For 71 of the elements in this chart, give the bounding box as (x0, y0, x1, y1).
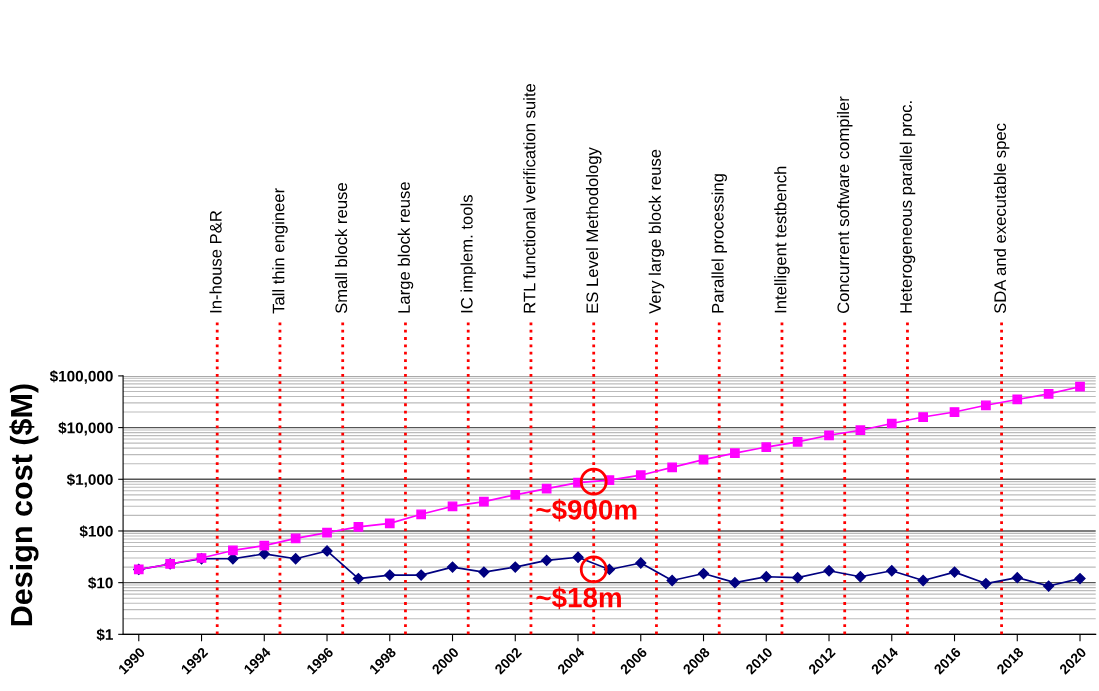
ref-line-label: Small block reuse (334, 183, 348, 314)
point (478, 566, 490, 578)
point (855, 425, 866, 436)
point (1011, 572, 1023, 584)
y-tick-label: $100 (79, 525, 113, 538)
point (667, 462, 678, 473)
point (541, 554, 553, 566)
point (949, 407, 960, 417)
point (981, 400, 991, 411)
point (290, 533, 301, 544)
point (1074, 572, 1086, 585)
point (761, 442, 772, 452)
ref-line-label: Concurrent software compiler (836, 96, 853, 314)
y-tick-label: $1 (96, 628, 113, 642)
point (384, 569, 396, 581)
ref-line-label: ES Level Methodology (585, 147, 602, 313)
point (352, 572, 365, 585)
point (948, 566, 961, 578)
ref-line-label: SDA and executable spec (993, 123, 1010, 314)
ref-line-label: Very large block reuse (648, 149, 665, 314)
ref-line-label: RTL functional verification suite (523, 83, 536, 313)
point (697, 567, 710, 580)
point (353, 522, 364, 532)
point (792, 572, 804, 584)
point (918, 412, 929, 422)
annotation: ~$18m (536, 586, 621, 610)
y-axis-title: Design cost ($M) (9, 384, 39, 626)
ref-line-label: In-house P&R (209, 210, 222, 313)
annotation: ~$900m (536, 498, 637, 522)
point (823, 565, 835, 577)
point (228, 545, 238, 556)
point (792, 436, 803, 447)
point (572, 551, 584, 563)
ref-line-label: IC implem. tools (460, 195, 476, 313)
ref-line-label: Heterogeneous parallel proc. (899, 101, 916, 313)
point (854, 571, 866, 583)
point (415, 569, 427, 581)
point (541, 483, 552, 494)
point (447, 501, 458, 512)
point (509, 561, 521, 573)
ref-line-label: Intelligent testbench (774, 166, 790, 313)
point (824, 430, 834, 441)
y-tick-label: $100,000 (49, 370, 113, 384)
y-tick-label: $10,000 (58, 421, 113, 436)
point (479, 496, 489, 507)
point (384, 518, 395, 529)
point (635, 557, 647, 569)
point (259, 540, 270, 551)
ref-line-label: Parallel processing (711, 174, 727, 313)
point (1043, 580, 1055, 592)
y-tick-label: $1,000 (66, 473, 113, 488)
point (886, 565, 898, 577)
point (290, 553, 302, 565)
point (730, 448, 740, 459)
point (980, 577, 992, 590)
point (446, 561, 459, 573)
point (1075, 381, 1085, 392)
point (322, 527, 332, 538)
point (1043, 388, 1054, 399)
ref-line-label: Tall thin engineer (272, 188, 288, 314)
point (886, 418, 897, 429)
point (760, 571, 772, 583)
point (1012, 394, 1023, 405)
point (666, 574, 678, 587)
point (635, 470, 646, 481)
point (416, 509, 427, 520)
point (729, 577, 741, 589)
y-tick-label: $10 (88, 576, 113, 590)
point (917, 574, 929, 587)
ref-line-label: Large block reuse (397, 182, 414, 313)
point (510, 489, 521, 500)
